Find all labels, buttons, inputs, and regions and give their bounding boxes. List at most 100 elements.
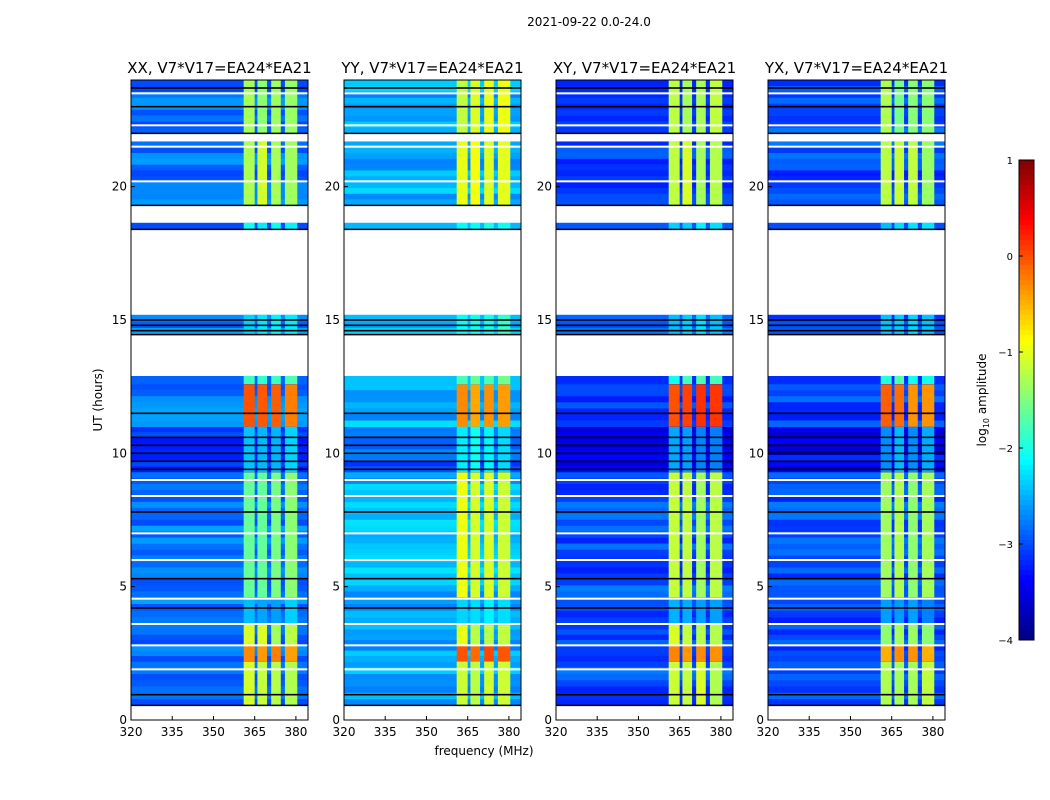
heatmap-cell (131, 109, 308, 116)
heatmap-cell (556, 680, 733, 687)
colorbar-swatch (1019, 305, 1034, 311)
heatmap-cell (556, 455, 733, 461)
x-tick-label: 335 (374, 725, 397, 739)
heatmap-cell (344, 561, 521, 568)
flag-line (768, 532, 945, 535)
heatmap-subband (709, 222, 723, 230)
heatmap-cell (344, 426, 521, 433)
heatmap-cell (131, 567, 308, 574)
x-tick-label: 320 (545, 725, 568, 739)
y-tick-label: 0 (544, 713, 552, 727)
heatmap-cell (131, 597, 308, 605)
flag-line (344, 559, 521, 561)
heatmap-cell (131, 579, 308, 586)
heatmap-cell (556, 519, 733, 527)
dropout-line (131, 436, 308, 439)
colorbar-swatch (1019, 345, 1034, 351)
colorbar-swatch (1019, 390, 1034, 396)
colorbar-swatch (1019, 175, 1034, 181)
heatmap-cell (344, 414, 521, 421)
heatmap-subband (682, 141, 693, 206)
heatmap-cell (344, 501, 521, 509)
heatmap-cell (131, 472, 308, 479)
heatmap-cell (556, 477, 733, 485)
heatmap-subband (894, 661, 905, 706)
heatmap-cell (344, 495, 521, 503)
heatmap-subband (484, 624, 494, 646)
dropout-line (768, 412, 945, 415)
heatmap-subband (696, 472, 706, 598)
heatmap-cell (556, 489, 733, 497)
flag-line (131, 124, 308, 127)
colorbar-label: log10 amplitude (975, 354, 991, 447)
heatmap-cell (344, 519, 521, 527)
colorbar-swatch (1019, 505, 1034, 511)
heatmap-cell (768, 483, 945, 491)
heatmap-subband (243, 645, 255, 662)
dropout-line (344, 452, 521, 455)
heatmap-subband (682, 645, 693, 662)
heatmap-cell (344, 699, 521, 706)
heatmap-subband (243, 661, 255, 706)
y-tick-label: 5 (119, 580, 127, 594)
dropout-line (344, 329, 521, 332)
heatmap-cell (768, 170, 945, 177)
heatmap-cell (556, 661, 733, 668)
heatmap-cell (556, 531, 733, 538)
dropout-line (556, 329, 733, 332)
colorbar-swatch (1019, 445, 1034, 451)
flag-line (768, 668, 945, 671)
heatmap-cell (556, 408, 733, 415)
flag-line (556, 92, 733, 95)
heatmap-cell (768, 531, 945, 538)
heatmap-cell (768, 472, 945, 479)
heatmap-cell (556, 384, 733, 391)
heatmap-cell (344, 640, 521, 646)
dropout-line (131, 87, 308, 89)
heatmap-cell (556, 579, 733, 586)
heatmap-cell (131, 408, 308, 415)
heatmap-subband (497, 661, 511, 706)
heatmap-subband (470, 597, 481, 624)
colorbar-swatch (1019, 185, 1034, 191)
heatmap-cell (131, 519, 308, 527)
heatmap-cell (556, 650, 733, 657)
heatmap-cell (131, 152, 308, 160)
heatmap-cell (344, 567, 521, 574)
heatmap-cell (556, 182, 733, 189)
heatmap-cell (768, 408, 945, 415)
heatmap-cell (768, 673, 945, 681)
heatmap-cell (556, 443, 733, 450)
dropout-line (556, 511, 733, 513)
heatmap-subband (243, 624, 255, 646)
colorbar-swatch (1019, 215, 1034, 221)
heatmap-cell (768, 449, 945, 456)
heatmap-subband (908, 376, 918, 384)
flag-line (344, 92, 521, 95)
dropout-line (344, 444, 521, 447)
heatmap-cell (768, 176, 945, 183)
heatmap-subband (709, 426, 723, 472)
heatmap-cell (556, 472, 733, 479)
y-tick-label: 20 (325, 180, 340, 194)
colorbar-swatch (1019, 160, 1034, 166)
heatmap-cell (131, 525, 308, 532)
flag-line (556, 623, 733, 625)
y-tick-label: 20 (112, 180, 127, 194)
colorbar-swatch (1019, 210, 1034, 216)
heatmap-cell (556, 645, 733, 651)
heatmap-cell (556, 549, 733, 556)
colorbar-swatch (1019, 555, 1034, 561)
panel-yx: 320 335 350 365 380 0 5 10 15 20 YX, V7*V17=EA24*E… (749, 59, 948, 739)
colorbar-swatch (1019, 520, 1034, 526)
heatmap-subband (894, 624, 905, 646)
heatmap-subband (271, 384, 281, 427)
heatmap-subband (921, 661, 935, 706)
heatmap-cell (344, 591, 521, 598)
heatmap-cell (556, 176, 733, 183)
heatmap-subband (709, 624, 723, 646)
dropout-line (131, 329, 308, 332)
heatmap-cell (344, 525, 521, 532)
colorbar-tick-label: 0 (1007, 252, 1013, 263)
